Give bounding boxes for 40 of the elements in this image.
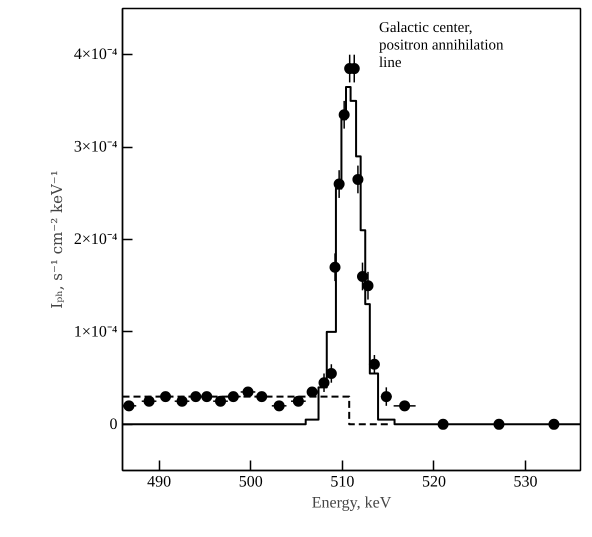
x-tick-label: 510 xyxy=(330,474,354,490)
point xyxy=(160,391,172,402)
point xyxy=(256,391,268,402)
point xyxy=(190,391,202,402)
y-tick-label: 3×10⁻⁴ xyxy=(74,138,118,156)
annotation: Galactic center, positron annihilation line xyxy=(378,20,504,72)
point xyxy=(338,109,350,120)
y-tick-label: 2×10⁻⁴ xyxy=(74,231,118,248)
point xyxy=(228,391,239,402)
point xyxy=(334,178,345,190)
point xyxy=(438,418,449,430)
y-tick-label: 4×10⁻⁴ xyxy=(74,46,118,64)
point xyxy=(242,386,254,398)
point xyxy=(548,418,560,430)
point xyxy=(306,386,318,398)
point xyxy=(201,391,212,402)
y-tick-label: 0 xyxy=(110,416,118,433)
point xyxy=(318,377,330,388)
x-axis-title: Energy, keV xyxy=(312,494,392,512)
point xyxy=(380,391,392,402)
point xyxy=(274,400,285,412)
point xyxy=(368,358,380,370)
x-tick-label: 530 xyxy=(514,474,538,490)
point xyxy=(330,262,341,273)
point xyxy=(399,400,410,412)
point xyxy=(362,280,374,292)
x-tick-label: 520 xyxy=(422,474,446,490)
point xyxy=(326,368,337,379)
point xyxy=(176,396,188,407)
y-tick-label: 1×10⁻⁴ xyxy=(74,323,118,340)
point xyxy=(123,400,134,412)
y-axis-title: Iₚₕ, s⁻¹ cm⁻² keV⁻¹ xyxy=(48,170,66,309)
point xyxy=(352,174,364,185)
x-tick-label: 500 xyxy=(238,474,263,490)
point xyxy=(144,396,155,407)
point xyxy=(215,396,226,407)
point xyxy=(356,270,368,282)
point xyxy=(292,396,304,407)
point xyxy=(493,418,504,430)
x-tick-label: 490 xyxy=(147,474,172,490)
